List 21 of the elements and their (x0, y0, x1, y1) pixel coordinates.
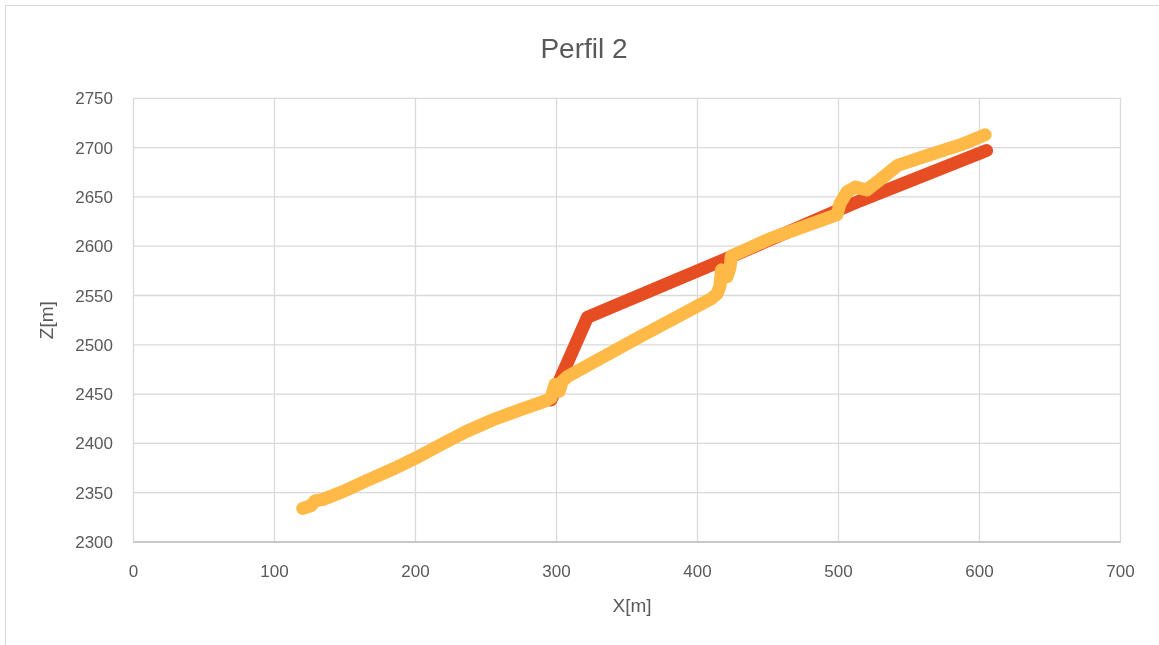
y-tick-label: 2750 (75, 89, 113, 109)
x-tick-label: 400 (683, 562, 712, 581)
y-tick-label: 2450 (75, 385, 113, 405)
y-tick-label: 2400 (75, 434, 113, 454)
y-axis-title: Z[m] (36, 301, 57, 340)
x-axis-title: X[m] (612, 595, 652, 616)
y-tick-label: 2600 (75, 237, 113, 257)
x-tick-label: 100 (260, 562, 289, 581)
y-tick-label: 2500 (75, 335, 113, 355)
x-tick-label: 500 (824, 562, 853, 581)
x-tick-label: 700 (1106, 562, 1135, 581)
y-tick-label: 2550 (75, 286, 113, 306)
y-tick-label: 2300 (75, 533, 113, 552)
x-tick-label: 200 (401, 562, 430, 581)
y-tick-label: 2650 (75, 187, 113, 207)
x-tick-label: 300 (542, 562, 571, 581)
x-tick-label: 0 (128, 562, 139, 581)
y-tick-label: 2350 (75, 483, 113, 503)
chart-title: Perfil 2 (540, 33, 628, 64)
y-tick-label: 2700 (75, 138, 113, 158)
x-tick-label: 600 (965, 562, 994, 581)
